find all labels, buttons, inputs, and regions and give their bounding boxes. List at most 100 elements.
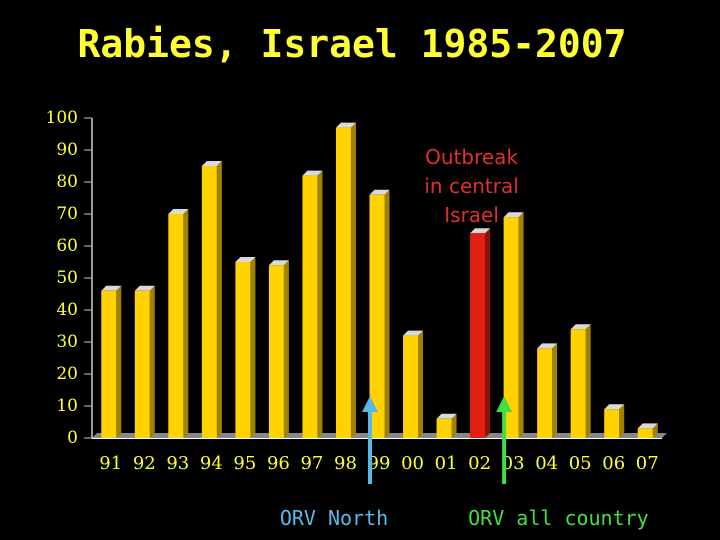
bar [335, 122, 356, 438]
outbreak-annotation-line: in central [424, 174, 518, 198]
bar-front [604, 409, 620, 438]
x-tick-label: 06 [602, 453, 625, 474]
bar [101, 285, 122, 438]
y-tick-label: 90 [56, 140, 78, 160]
outbreak-annotation-line: Israel [444, 203, 499, 227]
bar [201, 161, 222, 438]
bar [570, 324, 591, 438]
bar-front [503, 217, 519, 438]
bar-top [470, 228, 491, 234]
x-tick-label: 93 [166, 453, 189, 474]
orv-north-label: ORV North [280, 506, 388, 530]
bar [268, 260, 289, 438]
bar-side [283, 260, 289, 438]
bar-top [369, 189, 390, 195]
bar-front [537, 348, 553, 438]
bar-top [201, 161, 222, 166]
bar-front [235, 262, 251, 438]
bar-side [216, 161, 222, 438]
y-tick-label: 10 [56, 396, 78, 416]
bar-front [436, 418, 452, 438]
bar-side [384, 189, 390, 438]
x-tick-label: 03 [502, 453, 525, 474]
bar-top [101, 285, 122, 291]
bar-front [201, 166, 217, 438]
bar-top [235, 257, 256, 262]
x-tick-label: 98 [334, 453, 357, 474]
arrow-head [362, 396, 378, 412]
x-tick-label: 05 [569, 453, 592, 474]
bar-top [335, 122, 356, 128]
x-tick-label: 92 [133, 453, 156, 474]
bar [168, 209, 189, 438]
bar-front [302, 175, 318, 438]
x-tick-label: 02 [468, 453, 491, 474]
bar-top [168, 209, 189, 214]
bar [302, 170, 323, 438]
bar-side [250, 257, 256, 438]
bar [604, 404, 625, 438]
orv-all-country-label: ORV all country [468, 506, 649, 530]
x-tick-label: 91 [99, 453, 122, 474]
bar-front [570, 329, 586, 438]
bar-front [335, 127, 351, 438]
bar-side [518, 212, 524, 438]
bar-top [403, 330, 424, 336]
bar [369, 189, 390, 438]
bar-side [552, 343, 558, 438]
bar [235, 257, 256, 438]
bar-top [268, 260, 289, 266]
bar-side [652, 423, 658, 438]
bars [101, 122, 658, 438]
bar-side [451, 413, 457, 438]
x-tick-label: 95 [233, 453, 256, 474]
bar-side [149, 285, 155, 438]
bar-side [317, 170, 323, 438]
bar [537, 343, 558, 438]
annotations: Outbreak in central Israel ORV North ORV all… [280, 145, 649, 530]
y-tick-label: 100 [46, 108, 78, 128]
y-tick-label: 70 [56, 204, 78, 224]
bar-front [637, 428, 653, 438]
bar-side [585, 324, 591, 438]
x-tick-label: 04 [535, 453, 558, 474]
y-tick-label: 40 [56, 300, 78, 320]
arrow-head [496, 396, 513, 412]
bar-front [168, 214, 184, 438]
y-tick-label: 20 [56, 364, 78, 384]
x-tick-label: 97 [300, 453, 323, 474]
y-tick-label: 0 [67, 428, 78, 448]
bar [637, 423, 658, 438]
x-tick-label: 07 [636, 453, 659, 474]
bar-front [403, 335, 419, 438]
bar-front [268, 265, 284, 438]
bar [403, 330, 424, 438]
bar [503, 212, 524, 438]
bar-side [485, 228, 491, 438]
bar-top [302, 170, 323, 176]
bar-side [350, 122, 356, 438]
bar [436, 413, 457, 438]
bar-front [369, 194, 385, 438]
bar-side [619, 404, 625, 438]
bar-front [101, 290, 117, 438]
chart-title: Rabies, Israel 1985-2007 [77, 22, 626, 66]
y-tick-label: 80 [56, 172, 78, 192]
bar-side [183, 209, 189, 438]
bar-top [604, 404, 625, 410]
outbreak-annotation-line: Outbreak [425, 145, 518, 169]
bar-top [637, 423, 658, 429]
bar-top [503, 212, 524, 218]
x-tick-label: 96 [267, 453, 290, 474]
y-tick-label: 50 [56, 268, 78, 288]
bar [134, 285, 155, 438]
bar-side [116, 285, 122, 438]
bar-front [134, 290, 150, 438]
bar-top [134, 285, 155, 291]
x-tick-label: 00 [401, 453, 424, 474]
bar [470, 228, 491, 438]
bar-side [418, 330, 424, 438]
y-tick-label: 60 [56, 236, 78, 256]
